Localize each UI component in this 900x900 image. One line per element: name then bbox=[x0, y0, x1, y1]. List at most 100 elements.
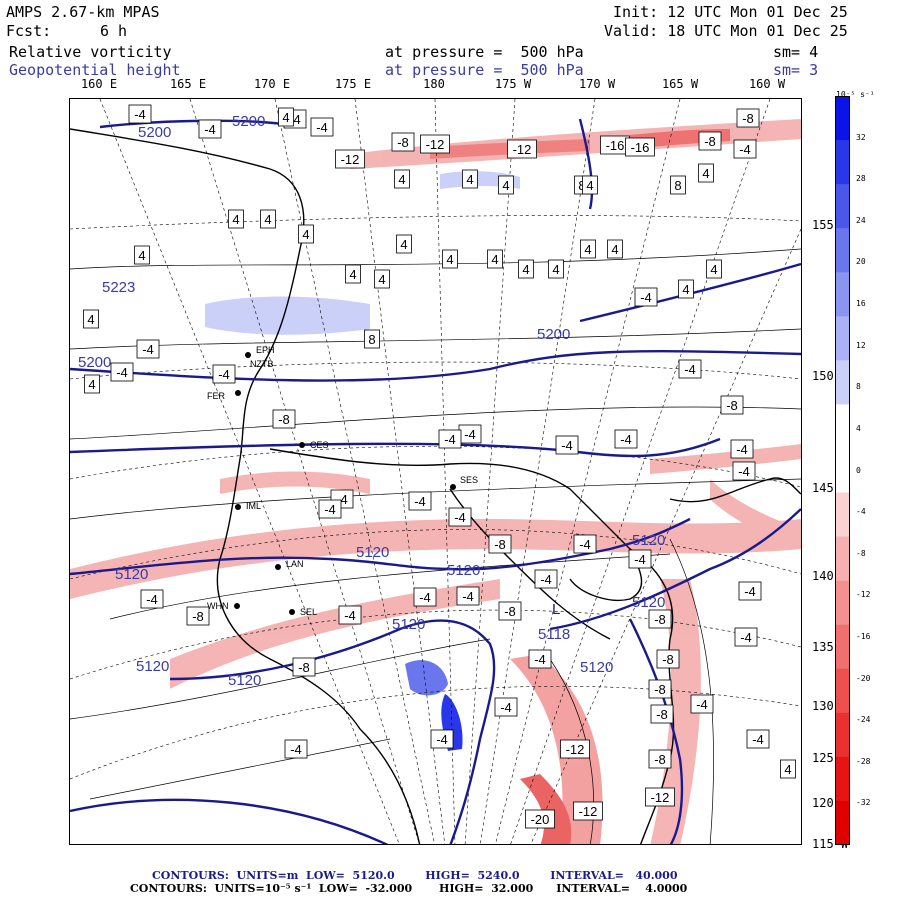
vorticity-label-box bbox=[560, 739, 590, 759]
vorticity-label-text: -4 bbox=[142, 342, 154, 357]
vorticity-label-box bbox=[292, 657, 316, 677]
vorticity-label-box bbox=[525, 809, 555, 829]
station-label: SEL bbox=[300, 607, 317, 617]
vorticity-label-text: -12 bbox=[579, 804, 598, 819]
map-canvas: L 5200 5200 5223 5200 5200 5120 5120 512… bbox=[70, 99, 801, 844]
height-label: 5200 bbox=[232, 113, 265, 130]
vorticity-label-text: -4 bbox=[738, 464, 750, 479]
vorticity-label-box bbox=[345, 264, 361, 284]
vorticity-value-label: -4 bbox=[534, 569, 558, 589]
vorticity-value-label: 4 bbox=[518, 259, 534, 279]
vorticity-label-box bbox=[736, 108, 760, 128]
height-label: 5120 bbox=[228, 672, 261, 689]
colorbar-tick-label: 16 bbox=[856, 299, 866, 309]
vorticity-label-text: -8 bbox=[192, 609, 204, 624]
vorticity-value-label: -4 bbox=[733, 139, 757, 159]
vorticity-label-text: 4 bbox=[552, 262, 559, 277]
vorticity-label-text: -4 bbox=[146, 592, 158, 607]
vorticity-value-label: -4 bbox=[140, 589, 164, 609]
vorticity-label-text: -4 bbox=[752, 732, 764, 747]
vorticity-value-label: -4 bbox=[408, 491, 432, 511]
colorbar-outline bbox=[835, 96, 850, 845]
vorticity-label-box bbox=[670, 175, 686, 195]
vorticity-label-box bbox=[555, 435, 579, 455]
vorticity-label-box bbox=[690, 694, 714, 714]
vorticity-label-box bbox=[278, 107, 294, 127]
vorticity-label-box bbox=[698, 131, 722, 151]
height-label: 5120 bbox=[580, 659, 613, 676]
vorticity-value-label: -12 bbox=[420, 134, 450, 154]
vorticity-label-text: -8 bbox=[504, 604, 516, 619]
lon-label: 160 W bbox=[748, 77, 786, 91]
vorticity-label-box bbox=[488, 534, 512, 554]
vorticity-value-label: 4 bbox=[678, 279, 694, 299]
vorticity-value-label: 4 bbox=[498, 175, 514, 195]
colorbar bbox=[835, 96, 850, 845]
colorbar-tick-label: 20 bbox=[856, 257, 866, 267]
vorticity-value-label: 4 bbox=[83, 309, 99, 329]
colorbar-swatch bbox=[835, 448, 850, 494]
vorticity-label-box bbox=[212, 364, 236, 384]
vorticity-label-box bbox=[734, 627, 758, 647]
vorticity-label-text: -12 bbox=[651, 790, 670, 805]
vorticity-label-text: 4 bbox=[398, 172, 405, 187]
vorticity-value-label: -12 bbox=[335, 149, 365, 169]
vorticity-value-label: -4 bbox=[494, 697, 518, 717]
colorbar-swatch bbox=[835, 228, 850, 273]
vorticity-value-label: -8 bbox=[488, 534, 512, 554]
colorbar-tick-label: 32 bbox=[856, 132, 866, 142]
vorticity-value-label: -4 bbox=[338, 605, 362, 625]
vorticity-label-text: 4 bbox=[682, 282, 689, 297]
station-label: SES bbox=[460, 475, 478, 485]
colorbar-swatch bbox=[835, 580, 850, 626]
vorticity-label-text: -12 bbox=[426, 137, 445, 152]
vorticity-label-box bbox=[128, 104, 152, 124]
vorticity-label-box bbox=[518, 259, 534, 279]
vorticity-label-text: -20 bbox=[531, 812, 550, 827]
vorticity-label-box bbox=[487, 249, 503, 269]
vorticity-label-text: -8 bbox=[742, 111, 754, 126]
vorticity-label-box bbox=[84, 374, 100, 394]
vorticity-label-box bbox=[607, 239, 623, 259]
vorticity-value-label: 4 bbox=[582, 175, 598, 195]
station-label: NZTB bbox=[250, 359, 274, 369]
vorticity-label-text: 4 bbox=[710, 262, 717, 277]
vorticity-label-box bbox=[374, 269, 390, 289]
vorticity-label-box bbox=[528, 649, 552, 669]
vorticity-label-text: 4 bbox=[611, 242, 618, 257]
vorticity-label-box bbox=[507, 139, 537, 159]
vorticity-label-box bbox=[548, 259, 564, 279]
station-label: WHN bbox=[207, 601, 229, 611]
vorticity-label-box bbox=[648, 749, 672, 769]
vorticity-value-label: -4 bbox=[136, 339, 160, 359]
vorticity-label-text: -4 bbox=[204, 122, 216, 137]
vorticity-label-box bbox=[732, 461, 756, 481]
height-label: 5200 bbox=[138, 124, 171, 141]
field1-name: Relative vorticity bbox=[9, 43, 172, 61]
vorticity-value-label: -8 bbox=[292, 657, 316, 677]
vorticity-value-label: -12 bbox=[507, 139, 537, 159]
vorticity-label-text: -4 bbox=[336, 492, 348, 507]
vorticity-label-box bbox=[534, 569, 558, 589]
vorticity-label-text: 8 bbox=[368, 332, 375, 347]
colorbar-tick-label: -20 bbox=[856, 673, 871, 683]
vorticity-label-box bbox=[746, 729, 770, 749]
vorticity-label-box bbox=[573, 801, 603, 821]
vorticity-value-label: -4 bbox=[310, 117, 334, 137]
station-marker bbox=[450, 484, 456, 490]
vorticity-label-text: -4 bbox=[540, 572, 552, 587]
vorticity-label-box bbox=[338, 605, 362, 625]
vorticity-label-box bbox=[498, 175, 514, 195]
vorticity-label-box bbox=[698, 163, 714, 183]
vorticity-contours bbox=[70, 248, 801, 844]
field1-pressure: at pressure = 500 hPa bbox=[385, 43, 584, 61]
vorticity-contour-info: CONTOURS: UNITS=10⁻⁵ s⁻¹ LOW= -32.000 HI… bbox=[130, 882, 688, 895]
vorticity-label-box bbox=[298, 224, 314, 244]
vorticity-label-box bbox=[198, 119, 222, 139]
vorticity-label-text: 4 bbox=[584, 242, 591, 257]
vorticity-value-label: 4 bbox=[134, 245, 150, 265]
height-label: 5120 bbox=[632, 594, 665, 611]
vorticity-label-box bbox=[738, 581, 762, 601]
vorticity-value-label: -4 bbox=[110, 362, 134, 382]
vorticity-label-box bbox=[110, 362, 134, 382]
